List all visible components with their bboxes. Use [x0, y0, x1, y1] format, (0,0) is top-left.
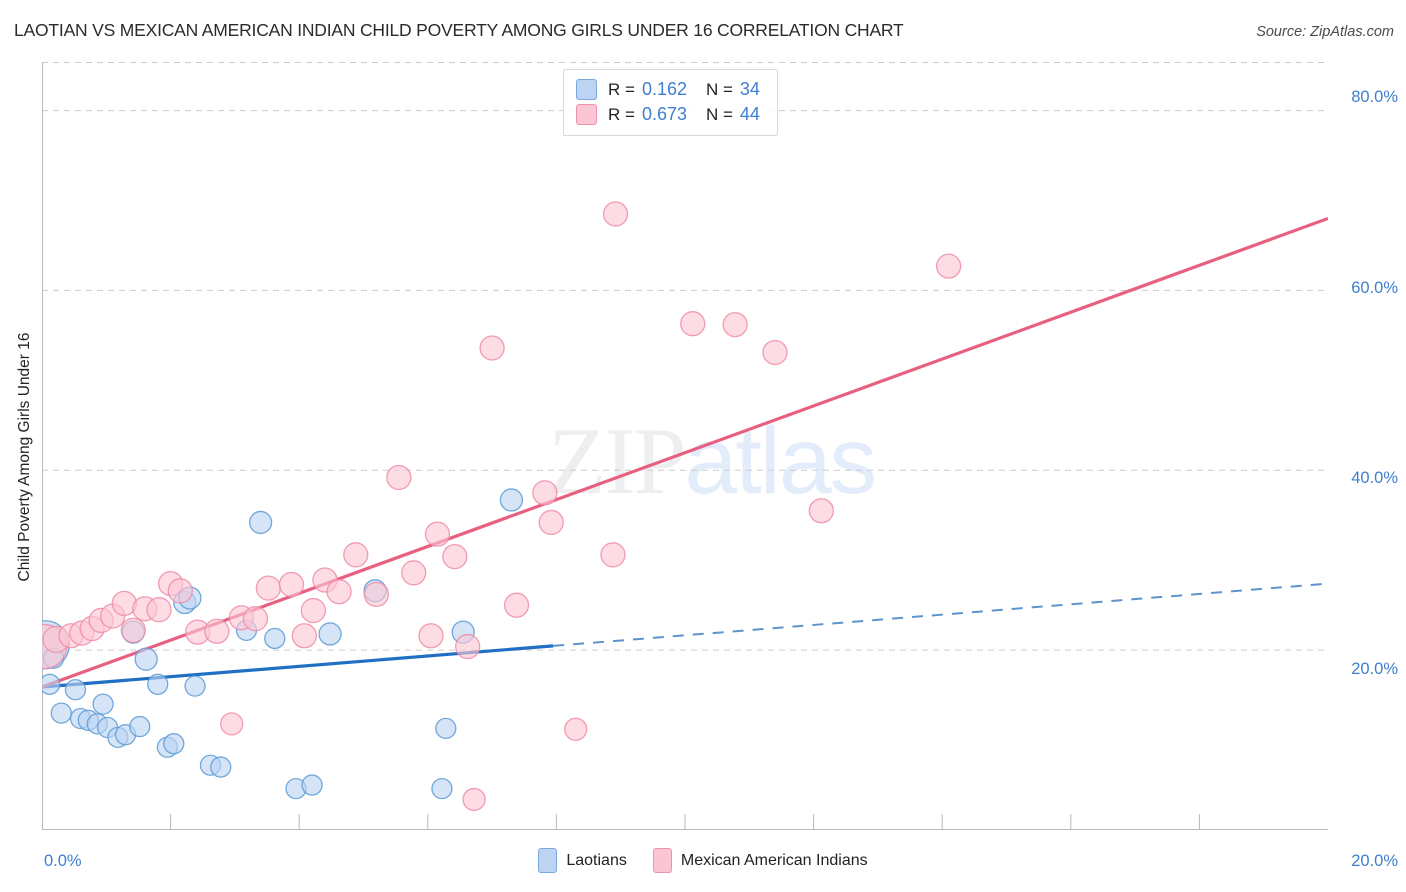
data-point-laotians[interactable]: [301, 774, 323, 796]
data-point-laotians[interactable]: [64, 679, 87, 701]
data-point-mexican-american-indians[interactable]: [291, 623, 317, 649]
data-point-mexican-american-indians[interactable]: [326, 579, 352, 605]
legend-label-mexican-american-indians: Mexican American Indians: [680, 851, 868, 869]
points-mexican-american-indians: [42, 201, 962, 812]
data-point-laotians[interactable]: [92, 693, 114, 715]
y-axis-title: Child Poverty Among Girls Under 16: [16, 332, 33, 582]
page-title: LAOTIAN VS MEXICAN AMERICAN INDIAN CHILD…: [14, 20, 904, 40]
data-point-mexican-american-indians[interactable]: [600, 542, 626, 568]
data-point-laotians[interactable]: [184, 675, 206, 697]
data-point-laotians[interactable]: [134, 647, 158, 671]
legend-swatch-mexican-american-indians: [652, 848, 672, 873]
data-point-mexican-american-indians[interactable]: [538, 509, 564, 536]
trendline-dashed-laotians: [553, 582, 1328, 647]
r-value-mexican-american-indians: 0.673: [641, 104, 687, 124]
y-tick-label-80: 80.0%: [1351, 88, 1398, 106]
data-point-mexican-american-indians[interactable]: [146, 597, 172, 623]
x-tick-label-min: 0.0%: [44, 852, 82, 870]
data-point-mexican-american-indians[interactable]: [300, 597, 327, 624]
plot-area: [42, 62, 1328, 830]
data-point-mexican-american-indians[interactable]: [204, 618, 230, 644]
x-tick-label-max: 20.0%: [1351, 852, 1398, 870]
data-point-laotians[interactable]: [50, 702, 72, 724]
r-value-laotians: 0.162: [641, 79, 687, 99]
r-label-mexican-american-indians: R =: [608, 104, 635, 124]
data-point-laotians[interactable]: [163, 733, 185, 755]
data-point-laotians[interactable]: [318, 622, 342, 646]
legend-item-mexican-american-indians[interactable]: Mexican American Indians: [652, 848, 868, 873]
n-value-laotians: 34: [739, 79, 760, 99]
data-point-mexican-american-indians[interactable]: [363, 581, 390, 608]
legend-label-laotians: Laotians: [566, 851, 627, 869]
n-label-mexican-american-indians: N =: [705, 104, 733, 124]
stat-row-mexican-american-indians: R = 0.673 N = 44: [576, 102, 763, 127]
data-point-laotians[interactable]: [42, 673, 61, 695]
data-point-laotians[interactable]: [129, 715, 151, 738]
data-point-mexican-american-indians[interactable]: [722, 311, 748, 338]
data-point-mexican-american-indians[interactable]: [532, 480, 558, 506]
data-point-laotians[interactable]: [210, 756, 232, 778]
data-point-mexican-american-indians[interactable]: [455, 633, 481, 660]
data-point-mexican-american-indians[interactable]: [479, 335, 505, 361]
correlation-stats-box: R = 0.162 N = 34 R = 0.673 N = 44: [563, 69, 778, 136]
data-point-mexican-american-indians[interactable]: [343, 542, 369, 568]
data-point-mexican-american-indians[interactable]: [418, 623, 444, 649]
data-point-mexican-american-indians[interactable]: [564, 717, 588, 741]
n-value-mexican-american-indians: 44: [739, 104, 760, 124]
r-label-laotians: R =: [608, 79, 635, 99]
stat-row-laotians: R = 0.162 N = 34: [576, 77, 763, 102]
source-attribution: Source: ZipAtlas.com: [1256, 24, 1394, 40]
series-swatch-laotians: [576, 79, 597, 100]
data-point-laotians[interactable]: [431, 777, 453, 800]
n-label-laotians: N =: [705, 79, 733, 99]
data-point-mexican-american-indians[interactable]: [255, 575, 281, 601]
data-point-mexican-american-indians[interactable]: [680, 311, 706, 337]
legend-swatch-laotians: [538, 848, 558, 873]
y-tick-label-40: 40.0%: [1351, 469, 1398, 487]
series-swatch-mexican-american-indians: [576, 104, 597, 125]
data-point-mexican-american-indians[interactable]: [424, 521, 451, 547]
points-laotians: [42, 488, 524, 800]
data-point-mexican-american-indians[interactable]: [220, 712, 244, 736]
data-point-mexican-american-indians[interactable]: [386, 464, 412, 491]
data-point-mexican-american-indians[interactable]: [120, 617, 146, 644]
series-legend: Laotians Mexican American Indians: [0, 848, 1406, 873]
data-point-laotians[interactable]: [248, 510, 273, 535]
data-point-mexican-american-indians[interactable]: [602, 201, 629, 227]
legend-item-laotians[interactable]: Laotians: [538, 848, 627, 873]
data-point-laotians[interactable]: [264, 627, 286, 650]
data-point-mexican-american-indians[interactable]: [762, 339, 788, 366]
data-point-laotians[interactable]: [435, 717, 457, 740]
data-point-laotians[interactable]: [499, 488, 524, 512]
data-point-mexican-american-indians[interactable]: [442, 543, 468, 570]
data-point-mexican-american-indians[interactable]: [808, 498, 834, 524]
data-point-mexican-american-indians[interactable]: [167, 578, 193, 604]
data-point-mexican-american-indians[interactable]: [503, 592, 530, 618]
data-point-laotians[interactable]: [147, 673, 169, 695]
y-tick-label-20: 20.0%: [1351, 660, 1398, 678]
y-tick-label-60: 60.0%: [1351, 279, 1398, 297]
data-point-mexican-american-indians[interactable]: [242, 606, 269, 632]
data-point-mexican-american-indians[interactable]: [935, 253, 962, 279]
data-point-mexican-american-indians[interactable]: [278, 571, 305, 598]
scatter-svg: [42, 62, 1328, 830]
data-point-mexican-american-indians[interactable]: [400, 560, 427, 586]
data-point-mexican-american-indians[interactable]: [462, 787, 486, 812]
